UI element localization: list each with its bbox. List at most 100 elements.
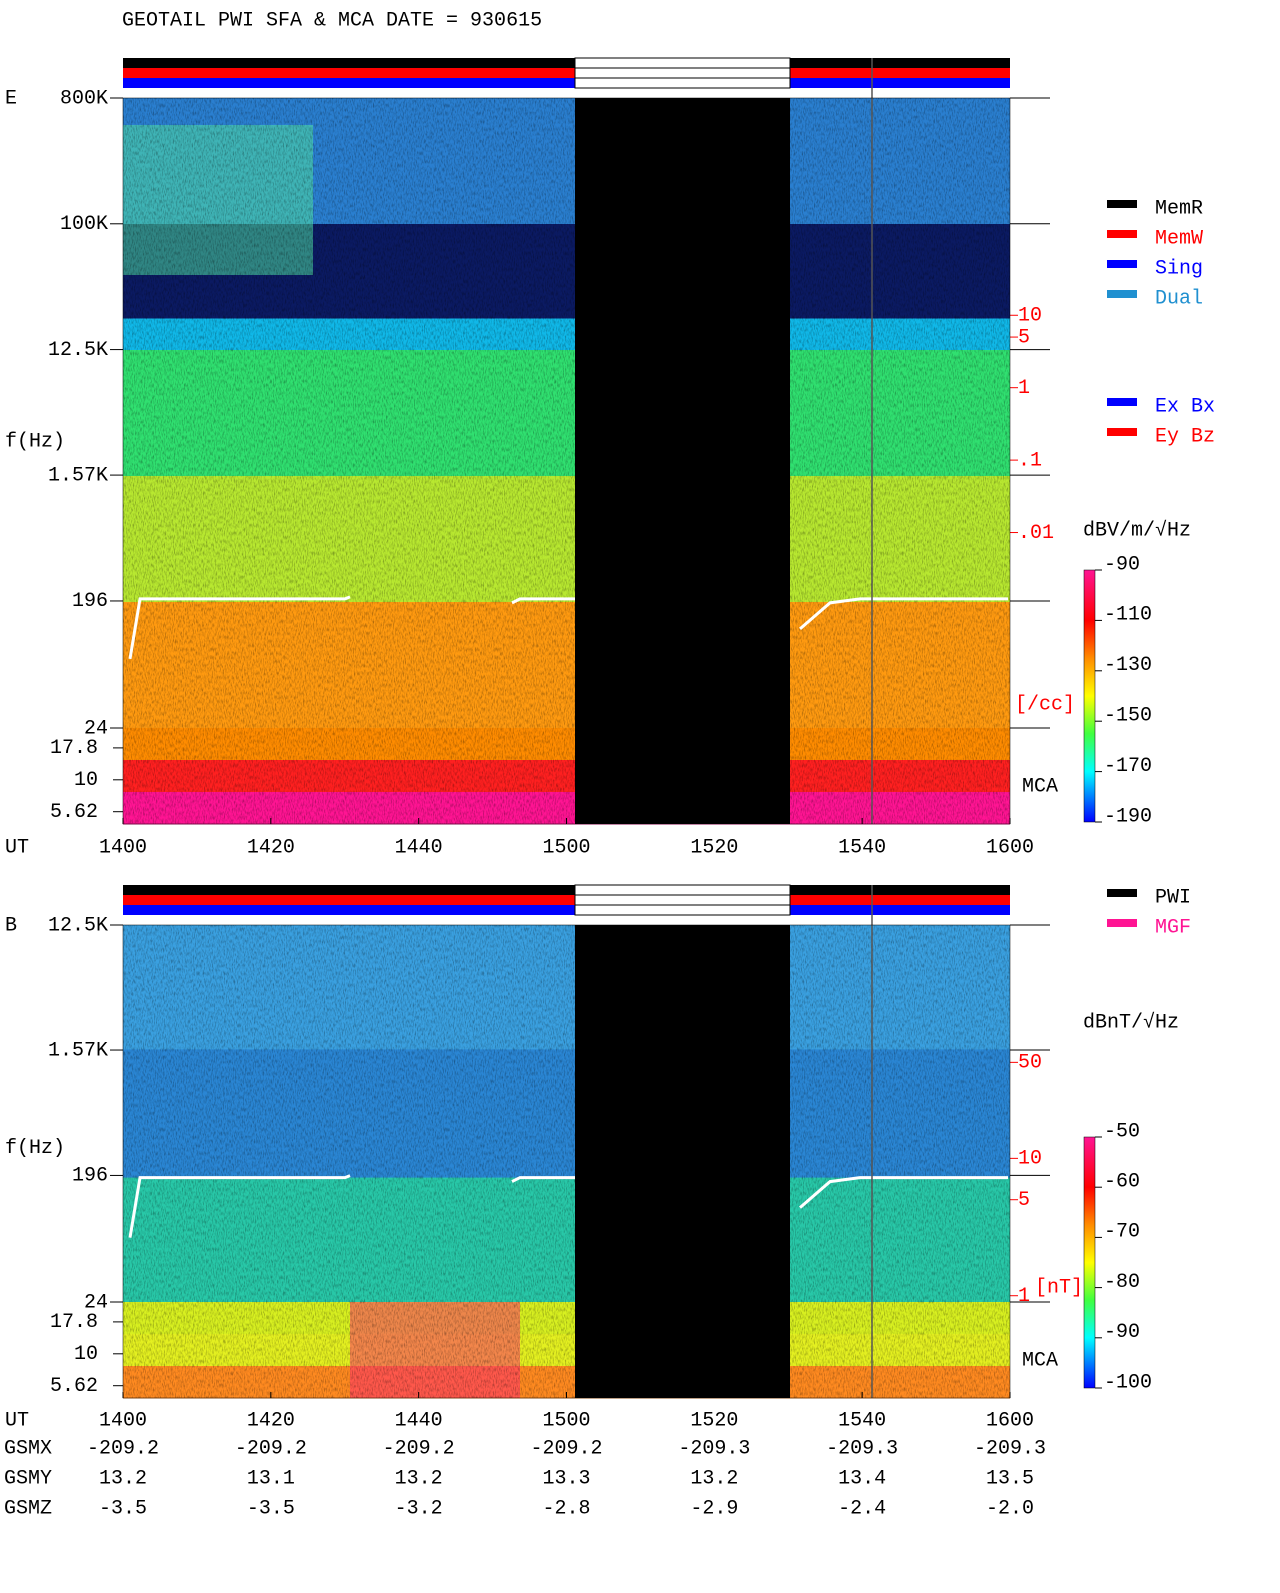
orbit-value: -3.5 bbox=[247, 1497, 295, 1520]
x-tick-label: 1400 bbox=[99, 836, 147, 859]
mode-bar bbox=[123, 885, 575, 895]
legend-label: MemR bbox=[1155, 197, 1203, 220]
mode-bar-gap bbox=[574, 67, 791, 79]
colorbar-label: dBV/m/√Hz bbox=[1083, 518, 1191, 542]
colorbar-tick-label: -70 bbox=[1104, 1221, 1140, 1244]
y2-axis-label: [/cc] bbox=[1015, 693, 1075, 716]
y2-tick-label: 5 bbox=[1018, 326, 1030, 349]
legend-label: Ey Bz bbox=[1155, 425, 1215, 448]
y-tick-label: 800K bbox=[60, 87, 108, 110]
mode-bar bbox=[790, 68, 1010, 78]
mode-bar-gap bbox=[574, 77, 791, 89]
panel-label: E bbox=[5, 87, 17, 110]
colorbar-label: dBnT/√Hz bbox=[1083, 1010, 1179, 1034]
legend-swatch bbox=[1107, 919, 1137, 927]
legend-swatch bbox=[1107, 260, 1137, 268]
orbit-value: -209.3 bbox=[826, 1437, 898, 1460]
orbit-value: 13.2 bbox=[690, 1467, 738, 1490]
x-tick-label: 1540 bbox=[838, 836, 886, 859]
y-axis-label: f(Hz) bbox=[5, 1137, 65, 1160]
y2-tick-label: .01 bbox=[1018, 522, 1054, 545]
legend-swatch bbox=[1107, 428, 1137, 436]
mode-bar bbox=[790, 78, 1010, 88]
x-tick-label: 1500 bbox=[542, 836, 590, 859]
plasma-line bbox=[128, 595, 351, 660]
y2-tick-label: 10 bbox=[1018, 305, 1042, 328]
y2-axis-label: [nT] bbox=[1035, 1276, 1083, 1299]
y-tick-label: 196 bbox=[72, 590, 108, 613]
x-tick-label: 1600 bbox=[986, 1409, 1034, 1432]
orbit-value: -2.4 bbox=[838, 1497, 886, 1520]
x-axis-label: UT bbox=[5, 1409, 29, 1432]
y-tick-label: 24 bbox=[84, 717, 108, 740]
x-tick-label: 1520 bbox=[690, 836, 738, 859]
y2-tick-label: 50 bbox=[1018, 1052, 1042, 1075]
y-tick-label: 24 bbox=[84, 1291, 108, 1314]
colorbar-tick-label: -170 bbox=[1104, 755, 1152, 778]
spectrogram-texture bbox=[123, 98, 1010, 824]
y-tick-label: 12.5K bbox=[48, 339, 108, 362]
mca-tick-label: 10 bbox=[74, 769, 98, 792]
mode-bar bbox=[123, 78, 575, 88]
data-gap bbox=[575, 925, 790, 1398]
y-axis-label: f(Hz) bbox=[5, 430, 65, 453]
orbit-value: -3.5 bbox=[99, 1497, 147, 1520]
colorbar-tick-label: -50 bbox=[1104, 1120, 1140, 1143]
colorbar bbox=[1083, 1136, 1096, 1389]
colorbar-tick-label: -100 bbox=[1104, 1371, 1152, 1394]
y2-tick-label: 10 bbox=[1018, 1148, 1042, 1171]
mca-tick-label: 5.62 bbox=[50, 801, 98, 824]
orbit-value: 13.4 bbox=[838, 1467, 886, 1490]
mca-tick-label: 10 bbox=[74, 1343, 98, 1366]
y2-tick-label: .1 bbox=[1018, 449, 1042, 472]
mode-bar bbox=[123, 895, 575, 905]
legend-label: Dual bbox=[1155, 287, 1203, 310]
y-tick-label: 100K bbox=[60, 213, 108, 236]
data-gap bbox=[575, 98, 790, 824]
mode-bar bbox=[790, 895, 1010, 905]
plasma-line bbox=[511, 597, 575, 605]
legend-swatch bbox=[1107, 889, 1137, 897]
orbit-value: 13.1 bbox=[247, 1467, 295, 1490]
chart-title: GEOTAIL PWI SFA & MCA DATE = 930615 bbox=[122, 9, 542, 32]
legend-label: PWI bbox=[1155, 886, 1191, 909]
colorbar-tick-label: -90 bbox=[1104, 1321, 1140, 1344]
orbit-value: -3.2 bbox=[395, 1497, 443, 1520]
orbit-value: -209.2 bbox=[235, 1437, 307, 1460]
plasma-line bbox=[128, 1174, 351, 1238]
x-tick-label: 1420 bbox=[247, 836, 295, 859]
y2-tick-label: 5 bbox=[1018, 1189, 1030, 1212]
y2-tick-label: 1 bbox=[1018, 377, 1030, 400]
colorbar-tick-label: -150 bbox=[1104, 704, 1152, 727]
colorbar-tick-label: -60 bbox=[1104, 1170, 1140, 1193]
legend-swatch bbox=[1107, 398, 1137, 406]
x-tick-label: 1420 bbox=[247, 1409, 295, 1432]
mode-bar-gap bbox=[574, 904, 791, 916]
x-tick-label: 1400 bbox=[99, 1409, 147, 1432]
legend-label: MemW bbox=[1155, 227, 1203, 250]
orbit-row-label: GSMZ bbox=[4, 1497, 52, 1520]
x-tick-label: 1500 bbox=[542, 1409, 590, 1432]
mode-bar bbox=[123, 68, 575, 78]
mode-bar-gap bbox=[574, 894, 791, 906]
legend-swatch bbox=[1107, 200, 1137, 208]
mode-bar-gap bbox=[574, 57, 791, 69]
y2-tick-label: 1 bbox=[1018, 1285, 1030, 1308]
x-tick-label: 1540 bbox=[838, 1409, 886, 1432]
x-axis-label: UT bbox=[5, 836, 29, 859]
orbit-value: -209.3 bbox=[678, 1437, 750, 1460]
mca-tick-label: 17.8 bbox=[50, 1311, 98, 1334]
y-tick-label: 1.57K bbox=[48, 464, 108, 487]
plot-frame bbox=[122, 924, 1011, 1399]
orbit-value: -209.2 bbox=[530, 1437, 602, 1460]
orbit-value: 13.2 bbox=[395, 1467, 443, 1490]
colorbar-tick-label: -90 bbox=[1104, 553, 1140, 576]
mode-bar bbox=[790, 58, 1010, 68]
colorbar-tick-label: -130 bbox=[1104, 654, 1152, 677]
legend-label: Sing bbox=[1155, 257, 1203, 280]
mca-label: MCA bbox=[1022, 775, 1058, 798]
x-tick-label: 1600 bbox=[986, 836, 1034, 859]
